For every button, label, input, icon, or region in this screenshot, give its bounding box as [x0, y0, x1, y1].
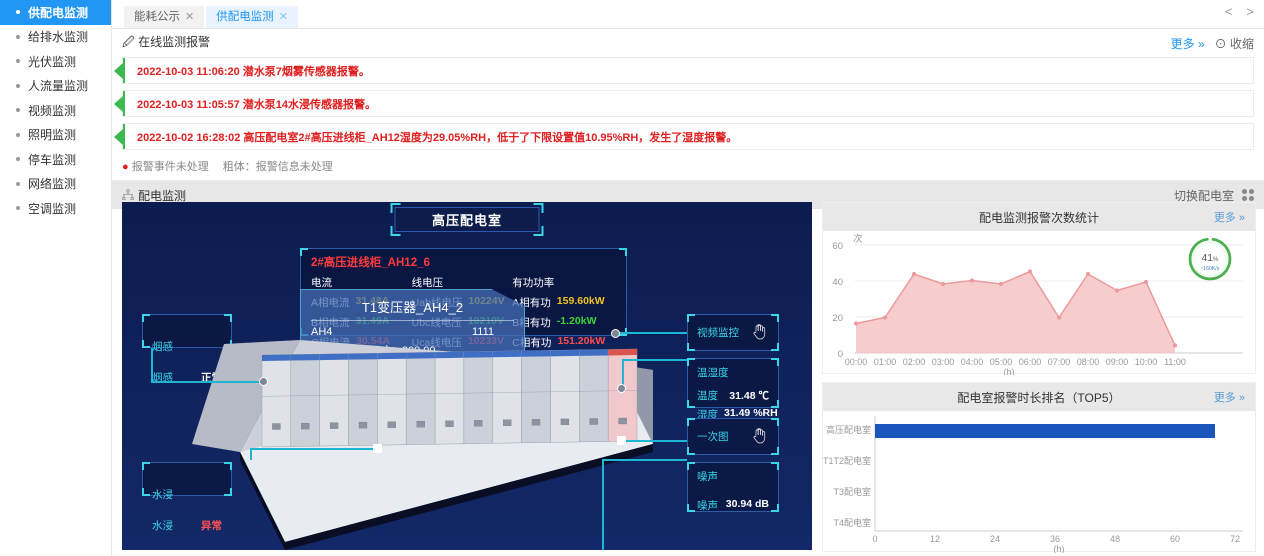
- svg-text:0: 0: [838, 349, 843, 360]
- svg-text:11:00: 11:00: [1164, 357, 1186, 367]
- svg-text:10:00: 10:00: [1135, 357, 1158, 367]
- svg-text:01:00: 01:00: [874, 357, 897, 367]
- svg-text:20: 20: [832, 313, 843, 324]
- svg-text:12: 12: [930, 534, 940, 544]
- svg-text:↑160K/s: ↑160K/s: [1201, 266, 1220, 272]
- svg-text:40: 40: [832, 277, 843, 288]
- svg-text:08:00: 08:00: [1077, 357, 1100, 367]
- svg-text:00:00: 00:00: [845, 357, 868, 367]
- svg-text:72: 72: [1230, 534, 1240, 544]
- svg-text:60: 60: [832, 241, 843, 252]
- svg-text:次: 次: [853, 233, 863, 245]
- svg-text:T3配电室: T3配电室: [833, 486, 871, 497]
- svg-text:05:00: 05:00: [990, 357, 1013, 367]
- svg-text:09:00: 09:00: [1106, 357, 1129, 367]
- svg-text:高压配电室: 高压配电室: [826, 424, 871, 435]
- svg-text:07:00: 07:00: [1048, 357, 1071, 367]
- svg-text:T4配电室: T4配电室: [833, 517, 871, 528]
- svg-text:02:00: 02:00: [903, 357, 926, 367]
- svg-text:0: 0: [872, 534, 877, 544]
- svg-text:T1T2配电室: T1T2配电室: [823, 455, 871, 466]
- svg-text:48: 48: [1110, 534, 1120, 544]
- svg-text:24: 24: [990, 534, 1000, 544]
- svg-text:60: 60: [1170, 534, 1180, 544]
- svg-text:06:00: 06:00: [1019, 357, 1042, 367]
- svg-text:03:00: 03:00: [932, 357, 955, 367]
- svg-text:(h): (h): [1054, 544, 1065, 553]
- svg-text:(h): (h): [1004, 367, 1015, 375]
- svg-text:04:00: 04:00: [961, 357, 984, 367]
- svg-text:36: 36: [1050, 534, 1060, 544]
